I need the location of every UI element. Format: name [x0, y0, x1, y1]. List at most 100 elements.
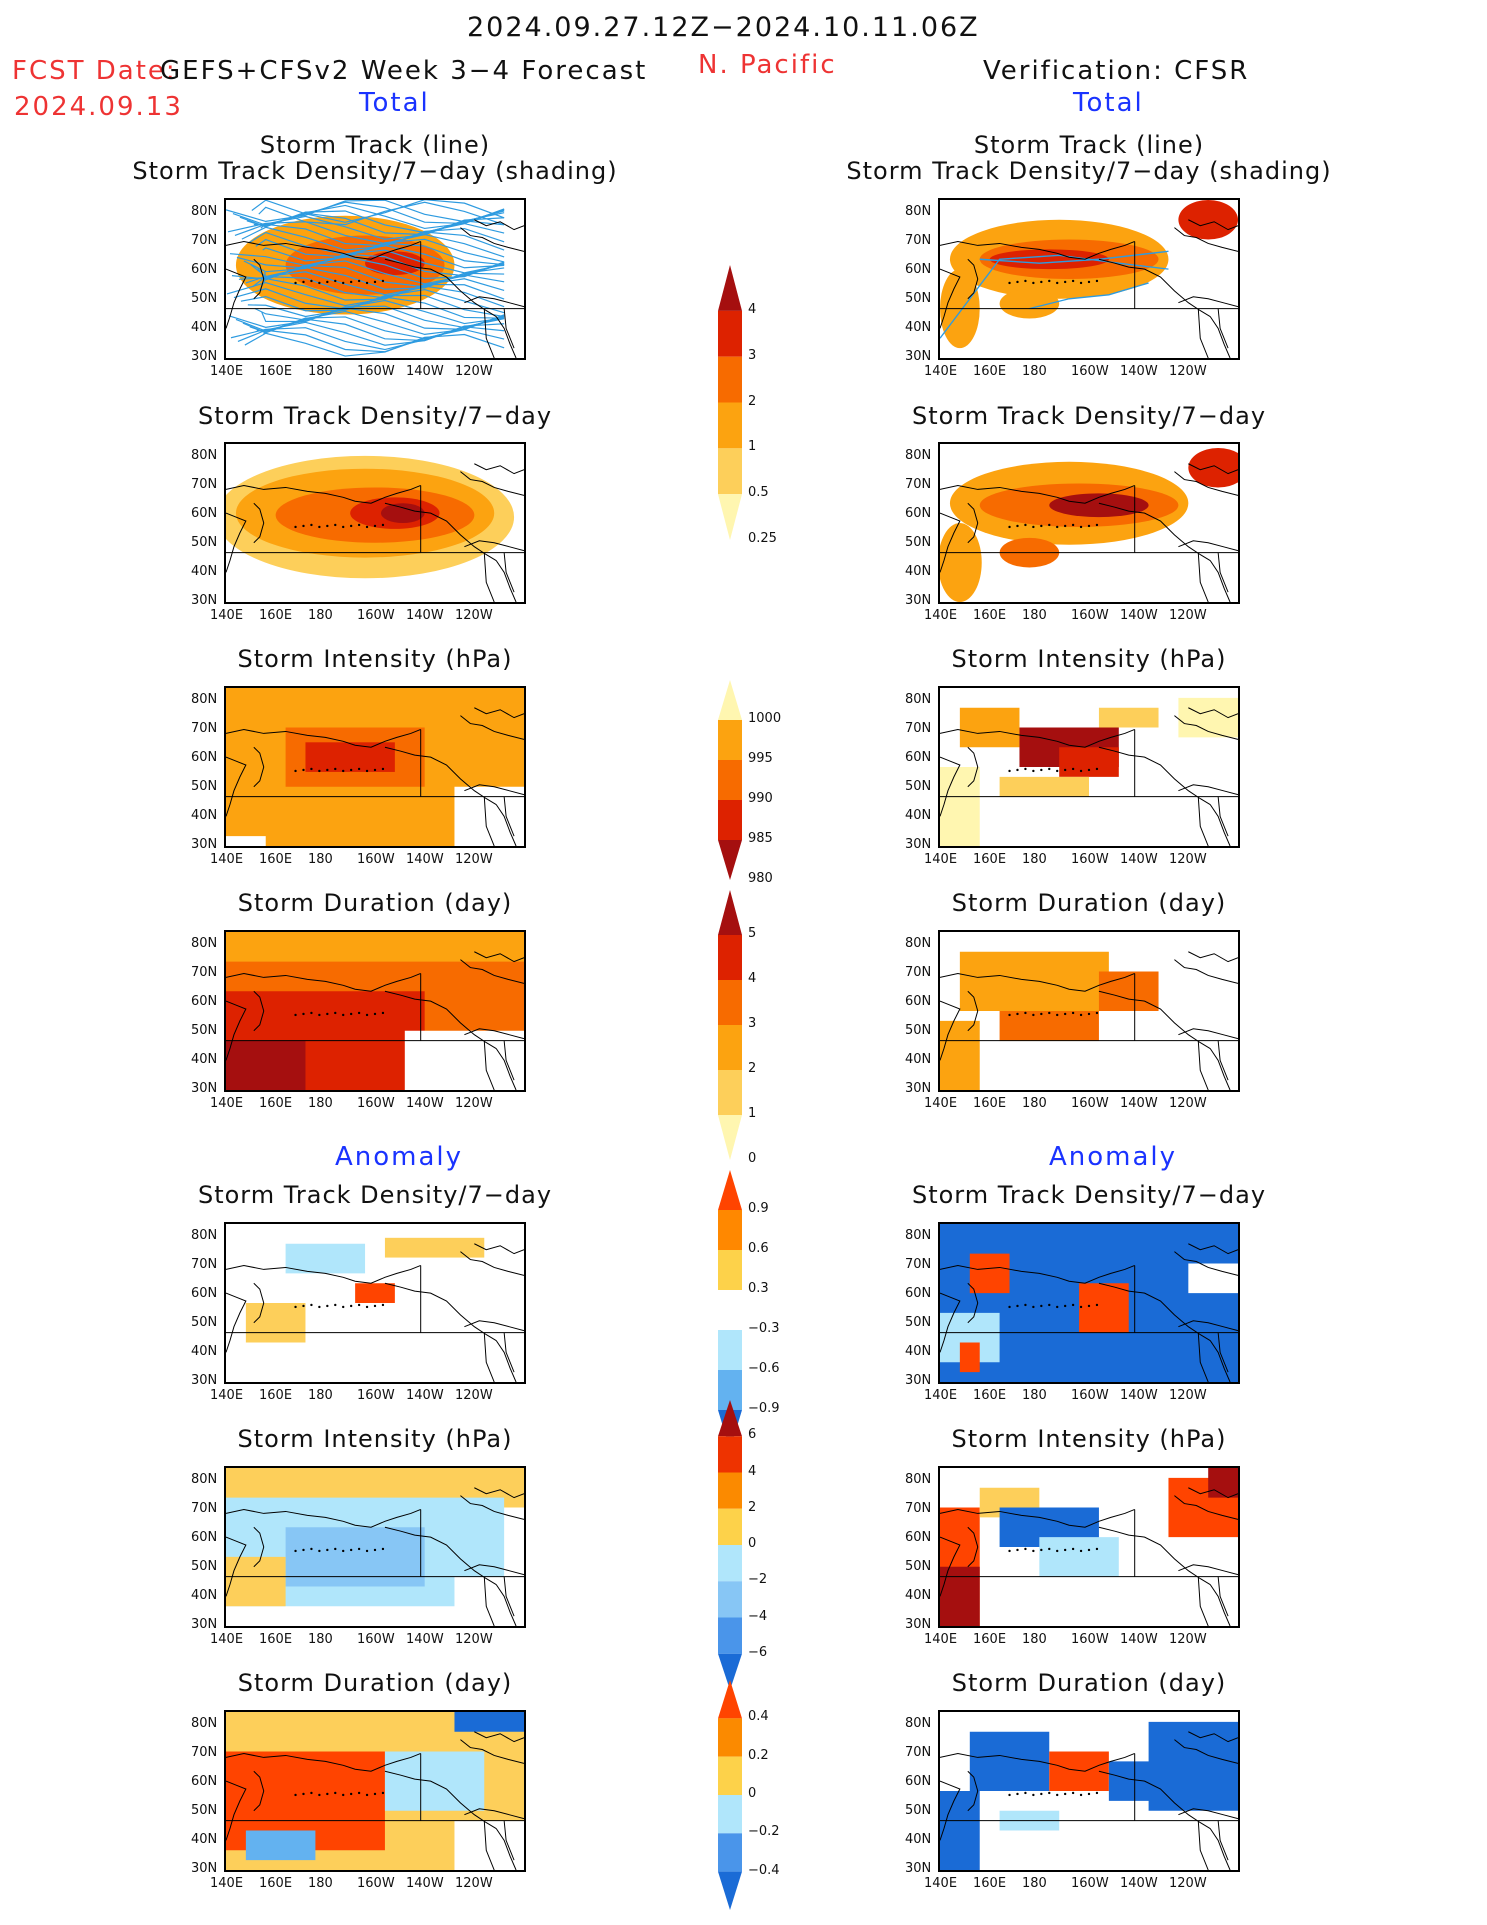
x-tick-label: 160W: [1071, 1632, 1109, 1647]
shading-blob: [380, 503, 425, 523]
x-tick-label: 140W: [406, 364, 444, 379]
left-panel-6-title-0: Storm Duration (day): [237, 1669, 513, 1697]
x-tick-label: 140E: [924, 852, 958, 867]
y-tick-label: 50N: [905, 1559, 932, 1574]
x-tick-label: 160W: [357, 852, 395, 867]
shading-cell: [245, 1830, 316, 1861]
shading-cell: [384, 1751, 485, 1811]
right-panel-2-title-0: Storm Intensity (hPa): [951, 645, 1227, 673]
x-tick-label: 160E: [973, 1632, 1007, 1647]
colorbar-label: 6: [748, 1427, 757, 1443]
colorbar-label: 4: [748, 1463, 757, 1479]
fcst-label: FCST Date:: [12, 56, 177, 86]
x-tick-label: 180: [308, 1632, 333, 1647]
y-tick-label: 30N: [905, 593, 932, 608]
y-tick-label: 60N: [905, 1530, 932, 1545]
x-tick-label: 160E: [259, 364, 293, 379]
x-tick-label: 140W: [1120, 608, 1158, 623]
colorbar-segment: [718, 1250, 742, 1290]
x-tick-label: 160W: [1071, 1388, 1109, 1403]
x-tick-label: 120W: [1169, 608, 1207, 623]
right-panel-4-map: [938, 1222, 1240, 1384]
colorbar-tip: [718, 1170, 742, 1210]
coastline: [226, 1243, 524, 1382]
y-tick-label: 70N: [191, 477, 218, 492]
y-tick-label: 30N: [191, 349, 218, 364]
colorbar-label: 4: [748, 301, 757, 317]
shading-cell: [959, 1342, 980, 1373]
coastline: [940, 1731, 1238, 1870]
coastline: [226, 219, 524, 358]
y-tick-label: 40N: [191, 1344, 218, 1359]
colorbar-label: 2: [748, 1499, 757, 1515]
colorbar-density-anom: [718, 1170, 742, 1450]
colorbar-segment: [718, 1290, 742, 1330]
coastline: [940, 219, 1238, 358]
coastline: [226, 1731, 524, 1870]
colorbar-label: 0.4: [748, 1709, 769, 1725]
y-tick-label: 50N: [191, 1023, 218, 1038]
coastline: [940, 707, 1238, 846]
y-tick-label: 80N: [191, 1472, 218, 1487]
colorbar-segment: [718, 1330, 742, 1370]
colorbar-label: 3: [748, 1016, 757, 1031]
y-tick-label: 30N: [191, 1861, 218, 1876]
x-tick-label: 160W: [357, 1632, 395, 1647]
y-tick-label: 80N: [905, 1228, 932, 1243]
colorbar-label: 0.2: [748, 1747, 769, 1763]
shading-blob: [1188, 447, 1238, 488]
colorbar-tip: [718, 890, 742, 935]
colorbar-segment: [718, 1833, 742, 1872]
left-panel-1-map: [224, 442, 526, 604]
y-tick-label: 60N: [191, 1530, 218, 1545]
x-tick-label: 140E: [924, 1388, 958, 1403]
colorbar-label: 0: [748, 1536, 757, 1551]
colorbar-label: 0: [748, 1786, 757, 1801]
shading-cell: [226, 1040, 306, 1090]
shading-cell: [1059, 747, 1119, 777]
left-panel-2-map: [224, 686, 526, 848]
x-tick-label: 160E: [973, 1096, 1007, 1111]
colorbar-label: 2: [748, 1061, 757, 1076]
y-tick-label: 40N: [191, 1832, 218, 1847]
colorbar-tip: [718, 1871, 742, 1910]
shading-blob: [989, 249, 1109, 270]
left-panel-4-map: [224, 1222, 526, 1384]
left-anomaly-label: Anomaly: [335, 1142, 464, 1172]
left-panel-6-map: [224, 1710, 526, 1872]
colorbar-label: −0.6: [748, 1361, 780, 1376]
y-tick-label: 40N: [905, 1344, 932, 1359]
shading-cell: [959, 951, 1109, 1011]
colorbar-segment: [718, 1436, 742, 1473]
x-tick-label: 120W: [455, 1388, 493, 1403]
x-tick-label: 160W: [357, 1388, 395, 1403]
colorbar-segment: [718, 760, 742, 800]
x-tick-label: 140W: [1120, 852, 1158, 867]
y-tick-label: 50N: [191, 291, 218, 306]
y-tick-label: 80N: [191, 204, 218, 219]
colorbar-label: 990: [748, 791, 773, 806]
left-panel-5-title-0: Storm Intensity (hPa): [237, 1425, 513, 1453]
verification-label: Verification: CFSR: [983, 56, 1250, 86]
right-panel-0-map: [938, 198, 1240, 360]
x-tick-label: 160E: [259, 852, 293, 867]
colorbar-label: 1000: [748, 711, 782, 726]
shading-cell: [1098, 971, 1159, 1011]
colorbar-label: 5: [748, 926, 757, 941]
colorbar-label: 985: [748, 831, 773, 846]
y-tick-label: 80N: [905, 448, 932, 463]
x-tick-label: 180: [308, 364, 333, 379]
x-tick-label: 160E: [973, 608, 1007, 623]
y-tick-label: 40N: [191, 1588, 218, 1603]
y-tick-label: 80N: [905, 204, 932, 219]
x-tick-label: 120W: [455, 608, 493, 623]
colorbar-tip: [718, 1400, 742, 1437]
y-tick-label: 60N: [905, 994, 932, 1009]
y-tick-label: 70N: [191, 1257, 218, 1272]
x-tick-label: 140W: [406, 608, 444, 623]
x-tick-label: 160W: [357, 1096, 395, 1111]
colorbar-segment: [718, 1210, 742, 1250]
right-panel-5-title-0: Storm Intensity (hPa): [951, 1425, 1227, 1453]
left-panel-5-map: [224, 1466, 526, 1628]
colorbar-tip: [718, 1680, 742, 1719]
